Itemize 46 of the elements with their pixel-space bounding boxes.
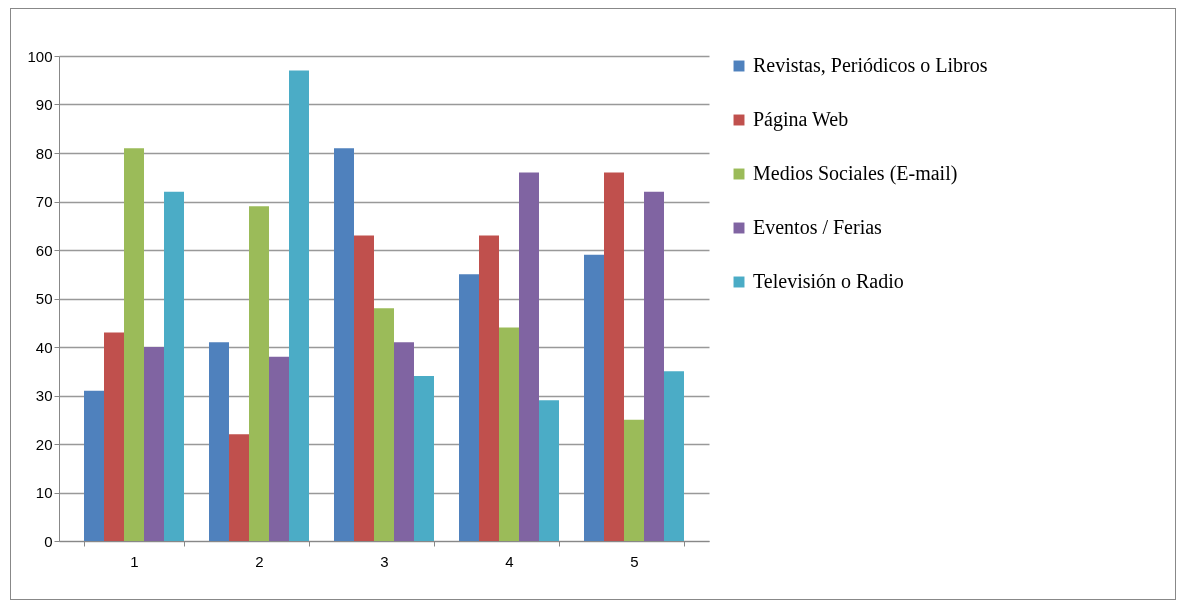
bar <box>459 274 479 541</box>
y-tick-label: 0 <box>44 532 53 550</box>
x-tick-label: 5 <box>630 552 639 570</box>
y-tick-label: 20 <box>35 435 53 453</box>
bar <box>664 371 684 541</box>
bar <box>334 148 354 541</box>
bar <box>519 172 539 541</box>
bar <box>269 356 289 541</box>
bar <box>374 308 394 541</box>
bar <box>84 390 104 541</box>
bar <box>479 235 499 541</box>
y-tick-label: 10 <box>35 484 53 501</box>
x-tick-label: 1 <box>130 552 139 570</box>
legend-label: Eventos / Ferias <box>753 216 883 238</box>
x-tick-label: 2 <box>255 552 264 570</box>
bar <box>249 206 269 541</box>
bar <box>604 172 624 541</box>
y-tick-label: 90 <box>35 96 53 113</box>
y-tick-label: 80 <box>35 144 53 162</box>
bar <box>104 332 124 541</box>
bar <box>499 327 519 541</box>
y-tick-label: 100 <box>27 47 53 65</box>
bar <box>644 191 664 541</box>
bar <box>209 342 229 541</box>
bar <box>289 70 309 541</box>
bar <box>584 254 604 541</box>
bar <box>394 342 414 541</box>
bar <box>144 347 164 541</box>
y-tick-label: 70 <box>35 193 53 210</box>
legend-label: Revistas, Periódicos o Libros <box>753 54 988 76</box>
y-tick-label: 40 <box>35 338 53 356</box>
x-tick-label: 3 <box>380 552 389 570</box>
x-tick-label: 4 <box>505 552 514 570</box>
y-tick-label: 30 <box>35 387 53 404</box>
legend-label: Televisión o Radio <box>753 270 904 292</box>
bar <box>539 400 559 541</box>
y-tick-label: 60 <box>35 241 53 259</box>
bar <box>124 148 144 541</box>
bar <box>229 434 249 541</box>
legend-label: Página Web <box>753 108 849 131</box>
bar <box>164 191 184 541</box>
bar <box>354 235 374 541</box>
legend-label: Medios Sociales (E-mail) <box>753 162 958 185</box>
y-tick-label: 50 <box>35 290 53 307</box>
bar <box>624 419 644 541</box>
bar <box>414 376 434 541</box>
